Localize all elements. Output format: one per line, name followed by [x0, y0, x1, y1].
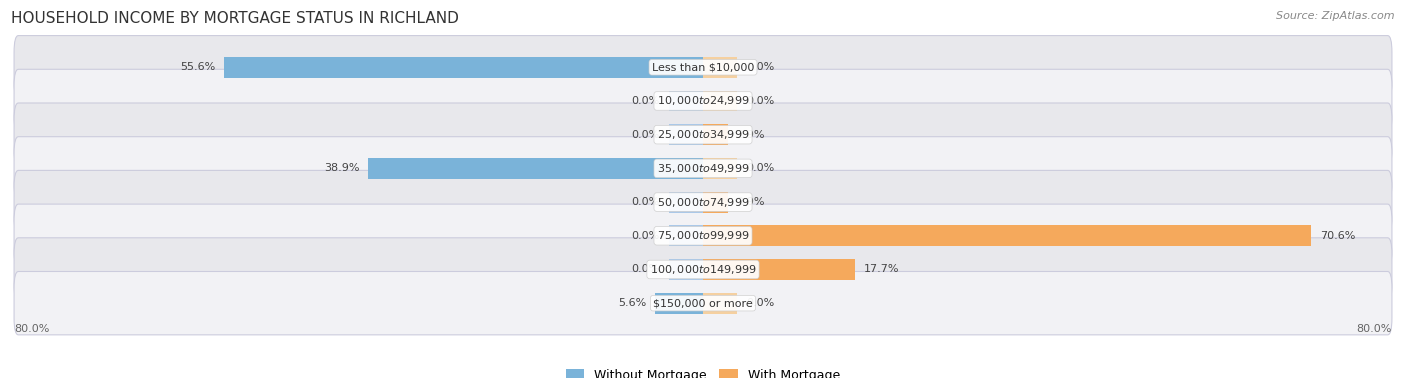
- Text: HOUSEHOLD INCOME BY MORTGAGE STATUS IN RICHLAND: HOUSEHOLD INCOME BY MORTGAGE STATUS IN R…: [11, 11, 460, 26]
- Text: $100,000 to $149,999: $100,000 to $149,999: [650, 263, 756, 276]
- Bar: [669, 90, 703, 112]
- FancyBboxPatch shape: [14, 36, 1392, 99]
- Text: 0.0%: 0.0%: [747, 96, 775, 106]
- Bar: [669, 259, 703, 280]
- Text: 0.0%: 0.0%: [747, 298, 775, 308]
- Bar: [703, 90, 738, 112]
- FancyBboxPatch shape: [14, 271, 1392, 335]
- Text: 2.9%: 2.9%: [737, 130, 765, 139]
- Bar: [703, 57, 738, 78]
- FancyBboxPatch shape: [14, 103, 1392, 166]
- FancyBboxPatch shape: [14, 137, 1392, 200]
- FancyBboxPatch shape: [14, 238, 1392, 301]
- Text: 2.9%: 2.9%: [737, 197, 765, 207]
- Text: 0.0%: 0.0%: [631, 96, 659, 106]
- Text: 80.0%: 80.0%: [1357, 324, 1392, 334]
- Bar: [224, 57, 703, 78]
- Text: 17.7%: 17.7%: [865, 265, 900, 274]
- Bar: [703, 124, 728, 145]
- Bar: [703, 158, 738, 179]
- Bar: [669, 225, 703, 246]
- Bar: [669, 124, 703, 145]
- Text: 0.0%: 0.0%: [631, 231, 659, 241]
- Bar: [703, 259, 855, 280]
- Text: 0.0%: 0.0%: [631, 130, 659, 139]
- Legend: Without Mortgage, With Mortgage: Without Mortgage, With Mortgage: [561, 364, 845, 378]
- Text: 0.0%: 0.0%: [747, 62, 775, 72]
- Bar: [368, 158, 703, 179]
- Bar: [703, 293, 738, 314]
- Text: 5.6%: 5.6%: [617, 298, 647, 308]
- Text: $25,000 to $34,999: $25,000 to $34,999: [657, 128, 749, 141]
- Bar: [669, 192, 703, 212]
- Text: Less than $10,000: Less than $10,000: [652, 62, 754, 72]
- Text: $75,000 to $99,999: $75,000 to $99,999: [657, 229, 749, 242]
- Text: 0.0%: 0.0%: [631, 197, 659, 207]
- Text: 55.6%: 55.6%: [180, 62, 215, 72]
- Text: $50,000 to $74,999: $50,000 to $74,999: [657, 195, 749, 209]
- Text: $10,000 to $24,999: $10,000 to $24,999: [657, 94, 749, 107]
- Bar: [703, 192, 728, 212]
- FancyBboxPatch shape: [14, 69, 1392, 133]
- Text: 80.0%: 80.0%: [14, 324, 49, 334]
- Text: 0.0%: 0.0%: [631, 265, 659, 274]
- Bar: [703, 225, 1310, 246]
- Text: 38.9%: 38.9%: [323, 163, 360, 174]
- FancyBboxPatch shape: [14, 170, 1392, 234]
- Text: Source: ZipAtlas.com: Source: ZipAtlas.com: [1277, 11, 1395, 21]
- Text: 70.6%: 70.6%: [1320, 231, 1355, 241]
- Text: 0.0%: 0.0%: [747, 163, 775, 174]
- FancyBboxPatch shape: [14, 204, 1392, 268]
- Text: $35,000 to $49,999: $35,000 to $49,999: [657, 162, 749, 175]
- Bar: [655, 293, 703, 314]
- Text: $150,000 or more: $150,000 or more: [654, 298, 752, 308]
